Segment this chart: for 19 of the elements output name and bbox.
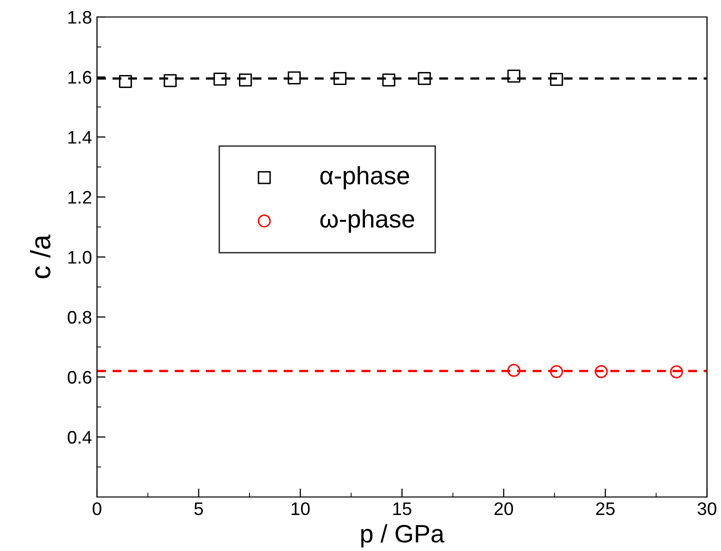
x-tick-label: 10 [292, 502, 310, 516]
y-tick-label: 0.4 [68, 430, 92, 444]
y-axis-title: c /a [30, 234, 50, 278]
y-tick-label: 0.8 [68, 310, 92, 324]
y-tick-label: 1.4 [68, 131, 92, 144]
x-tick-label: 20 [494, 502, 514, 516]
x-tick-label: 5 [194, 502, 203, 516]
legend-label: ω-phase [320, 209, 414, 233]
y-tick-label: 1.0 [68, 250, 92, 264]
x-tick-label: 30 [698, 502, 716, 516]
x-tick-label: 0 [92, 502, 102, 516]
y-tick-label: 1.6 [68, 70, 92, 84]
y-tick-label: 0.6 [68, 370, 92, 384]
y-tick-label: 1.8 [68, 10, 92, 24]
x-tick-label: 15 [393, 502, 412, 516]
x-tick-label: 25 [596, 502, 615, 516]
x-axis-title: p / GPa [361, 524, 444, 548]
y-tick-label: 1.2 [68, 190, 92, 204]
legend-label: α-phase [320, 166, 410, 190]
